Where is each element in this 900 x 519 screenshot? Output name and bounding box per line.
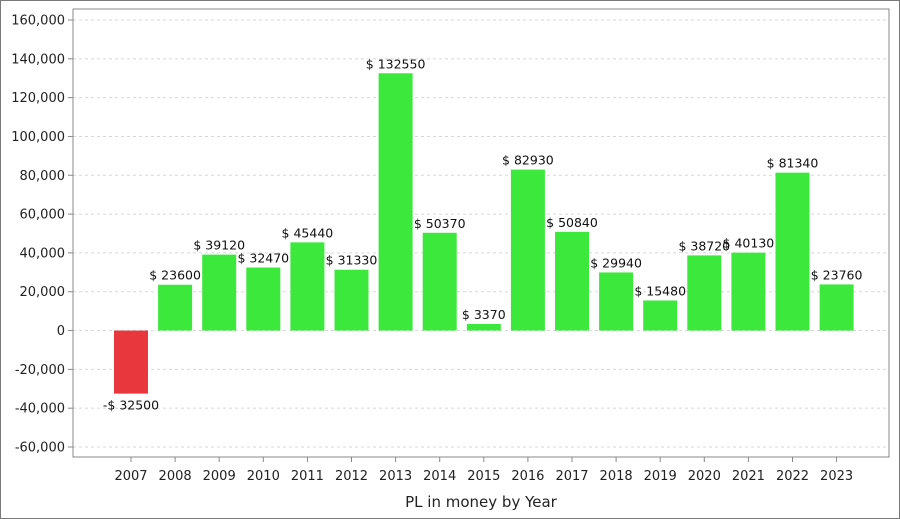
bar-2020 xyxy=(687,255,722,331)
x-tick-label: 2023 xyxy=(820,469,853,484)
y-tick-label: 120,000 xyxy=(11,91,65,106)
data-label-2017: $ 50840 xyxy=(546,215,598,230)
y-tick-label: 160,000 xyxy=(11,14,65,29)
bar-2011 xyxy=(290,242,325,331)
y-tick-label: -60,000 xyxy=(15,441,65,456)
x-tick-label: 2009 xyxy=(203,469,236,484)
data-label-2012: $ 31330 xyxy=(326,253,378,268)
y-tick-label: 140,000 xyxy=(11,52,65,67)
data-label-2011: $ 45440 xyxy=(282,225,334,240)
x-tick-label: 2016 xyxy=(511,469,544,484)
bar-2008 xyxy=(158,284,193,331)
x-tick-label: 2020 xyxy=(688,469,721,484)
x-tick-label: 2021 xyxy=(732,469,765,484)
bar-2007 xyxy=(114,330,148,394)
bar-2021 xyxy=(731,252,766,331)
x-tick-label: 2019 xyxy=(644,469,677,484)
data-label-2008: $ 23600 xyxy=(149,268,201,283)
data-label-2018: $ 29940 xyxy=(590,255,642,270)
bar-2018 xyxy=(599,272,634,331)
data-labels: -$ 32500 $ 23600 $ 39120$ 32470 $ 45440 $ 31… xyxy=(103,56,863,412)
bar-2017 xyxy=(555,231,589,331)
bar-2014 xyxy=(422,232,457,331)
bar-2019 xyxy=(643,300,678,331)
x-tick-label: 2022 xyxy=(776,469,809,484)
y-tick-label: -40,000 xyxy=(15,402,65,417)
bar-2015 xyxy=(466,324,501,331)
bar-2023 xyxy=(819,284,854,331)
data-label-2013: $ 132550 xyxy=(366,56,426,71)
x-tick-label: 2015 xyxy=(467,469,500,484)
x-tick-label: 2010 xyxy=(247,469,280,484)
y-tick-label: 0 xyxy=(57,324,65,339)
data-label-2016: $ 82930 xyxy=(502,153,554,168)
y-tick-label: 100,000 xyxy=(11,130,65,145)
y-tick-label: 40,000 xyxy=(20,246,66,261)
bar-2013 xyxy=(378,73,413,331)
data-label-2009: $ 39120 xyxy=(193,238,245,253)
plot-area-border xyxy=(72,8,890,458)
bar-2010 xyxy=(246,267,281,331)
x-tick-label: 2012 xyxy=(335,469,368,484)
data-label-2015: $ 3370 xyxy=(462,307,506,322)
x-tick-label: 2011 xyxy=(291,469,324,484)
x-tick-label: 2007 xyxy=(114,469,147,484)
data-label-2019: $ 15480 xyxy=(634,284,686,299)
y-axis-ticks: -60,000 -40,000 -20,000 0 20,000 40,000 60,000… xyxy=(11,14,73,456)
bar-2009 xyxy=(202,254,237,331)
x-tick-label: 2014 xyxy=(423,469,456,484)
y-tick-label: 80,000 xyxy=(20,169,66,184)
data-label-2020: $ 38720 xyxy=(678,238,730,253)
data-label-2023: $ 23760 xyxy=(811,267,863,282)
x-axis-ticks: 2007 2008 2009 2010 2011 2012 2013 2014 2015 2016… xyxy=(114,457,853,484)
data-label-2022: $ 81340 xyxy=(767,156,819,171)
bar-2022 xyxy=(775,172,810,331)
x-tick-label: 2018 xyxy=(600,469,633,484)
bar-2012 xyxy=(334,269,369,331)
x-axis-title: PL in money by Year xyxy=(405,493,558,511)
x-tick-label: 2013 xyxy=(379,469,412,484)
y-tick-label: 60,000 xyxy=(20,208,66,223)
y-tick-label: -20,000 xyxy=(15,363,65,378)
data-label-2014: $ 50370 xyxy=(414,216,466,231)
grid-lines xyxy=(73,19,889,448)
x-tick-label: 2017 xyxy=(555,469,588,484)
data-label-2021: $ 40130 xyxy=(723,236,775,251)
bar-2016 xyxy=(510,169,545,331)
x-tick-label: 2008 xyxy=(159,469,192,484)
y-tick-label: 20,000 xyxy=(20,285,66,300)
bars xyxy=(114,73,854,394)
data-label-2007: -$ 32500 xyxy=(103,398,159,413)
data-label-2010: $ 32470 xyxy=(237,251,289,266)
